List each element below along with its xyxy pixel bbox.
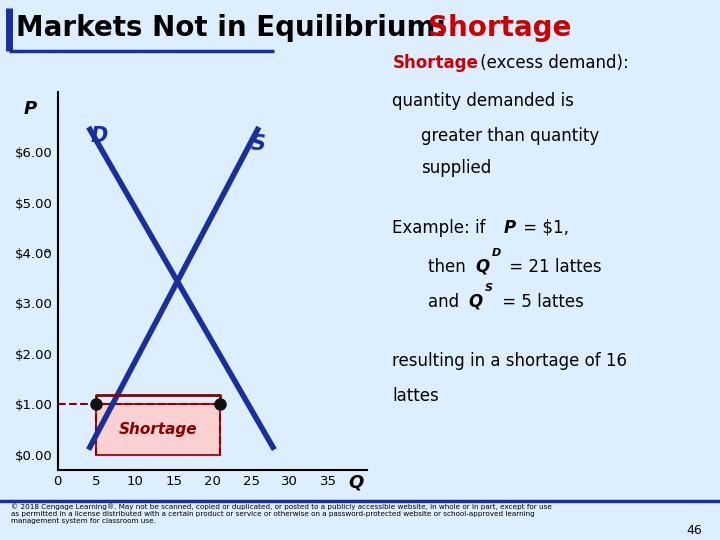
Text: quantity demanded is: quantity demanded is	[392, 92, 575, 110]
Text: and: and	[428, 293, 465, 310]
Text: Q: Q	[475, 258, 490, 275]
FancyBboxPatch shape	[96, 404, 220, 455]
Text: Example: if: Example: if	[392, 219, 491, 237]
Text: P: P	[504, 219, 516, 237]
Text: resulting in a shortage of 16: resulting in a shortage of 16	[392, 352, 627, 370]
Text: D: D	[91, 126, 108, 146]
Text: D: D	[492, 248, 501, 258]
Text: Q: Q	[468, 293, 482, 310]
Text: = 5 lattes: = 5 lattes	[497, 293, 584, 310]
Text: –: –	[43, 246, 50, 260]
Text: lattes: lattes	[392, 387, 439, 405]
Text: Markets Not in Equilibrium:: Markets Not in Equilibrium:	[16, 14, 456, 42]
Text: Shortage: Shortage	[428, 14, 572, 42]
Text: greater than quantity: greater than quantity	[421, 127, 600, 145]
Text: © 2018 Cengage Learning®. May not be scanned, copied or duplicated, or posted to: © 2018 Cengage Learning®. May not be sca…	[11, 503, 552, 524]
Text: P: P	[24, 100, 37, 118]
Text: 46: 46	[686, 524, 702, 537]
Text: Shortage: Shortage	[392, 54, 478, 72]
Text: = 21 lattes: = 21 lattes	[504, 258, 602, 275]
Text: (excess demand):: (excess demand):	[475, 54, 629, 72]
Text: = $1,: = $1,	[518, 219, 570, 237]
Text: Shortage: Shortage	[119, 422, 197, 437]
Text: Q: Q	[348, 474, 363, 491]
Text: supplied: supplied	[421, 159, 492, 177]
Text: S: S	[251, 134, 266, 154]
Text: S: S	[485, 283, 492, 293]
Text: then: then	[428, 258, 472, 275]
